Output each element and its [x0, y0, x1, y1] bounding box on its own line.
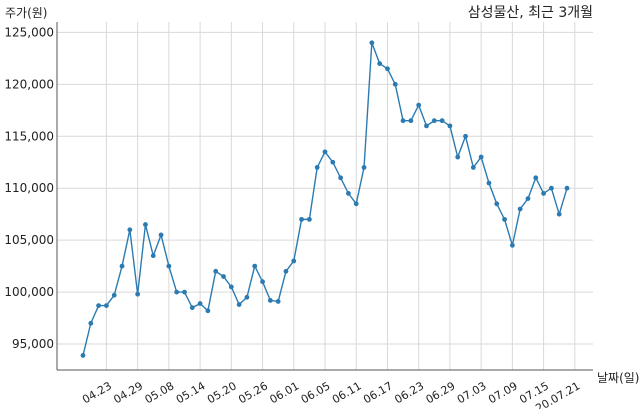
data-point [525, 196, 531, 202]
data-point [111, 292, 117, 298]
data-point [135, 291, 141, 297]
data-point [252, 263, 258, 269]
data-point [306, 216, 312, 222]
data-point [385, 66, 390, 72]
x-tick-label: 06.01 [267, 379, 301, 406]
x-axis-label: 날짜(일) [597, 371, 639, 385]
data-point [197, 301, 203, 306]
data-point [509, 242, 515, 248]
x-tick-label: 06.17 [361, 379, 395, 406]
data-point [400, 118, 406, 124]
data-point [486, 180, 492, 186]
data-point [494, 201, 500, 207]
data-point [330, 159, 336, 165]
data-point [408, 118, 414, 124]
x-tick-label: 06.23 [392, 379, 426, 406]
data-point [88, 320, 94, 326]
data-point [127, 227, 133, 233]
data-point [96, 303, 102, 308]
data-point [143, 222, 148, 227]
y-tick-labels: 95,000 100,000 105,000 110,000 115,000 120,00… [4, 25, 54, 351]
y-tick-label: 100,000 [4, 285, 54, 299]
y-tick-label: 115,000 [4, 129, 54, 143]
x-tick-label: 05.14 [174, 379, 208, 406]
data-point [260, 279, 265, 285]
data-point [221, 274, 226, 279]
data-point [478, 154, 484, 160]
data-point [299, 216, 304, 222]
data-point [353, 201, 359, 207]
data-point [244, 294, 250, 300]
data-point [564, 185, 570, 191]
data-point [556, 211, 562, 217]
data-point [283, 268, 289, 274]
data-point [314, 165, 320, 170]
series-price [80, 40, 570, 358]
x-tick-labels: 04.2304.2905.0805.1405.2005.2606.0106.05… [80, 379, 582, 413]
y-axis-label: 주가(원) [5, 6, 47, 20]
data-point [548, 185, 554, 191]
data-point [228, 284, 234, 290]
data-point [189, 305, 195, 311]
data-point [166, 263, 172, 269]
grid [57, 22, 593, 370]
data-point [377, 61, 383, 66]
data-point [392, 81, 398, 87]
data-point [463, 133, 468, 139]
x-tick-label: 07.09 [486, 379, 520, 406]
data-point [517, 206, 523, 212]
chart-title: 삼성물산, 최근 3개월 [468, 5, 593, 21]
data-point [541, 191, 546, 196]
data-point [447, 123, 453, 129]
y-tick-label: 110,000 [4, 181, 54, 195]
data-point [267, 298, 273, 303]
x-tick-label: 05.20 [205, 379, 239, 406]
data-point [431, 118, 437, 124]
x-tick-label: 04.29 [111, 379, 145, 406]
data-point [236, 302, 242, 307]
x-tick-label: 05.08 [143, 379, 177, 406]
data-point [119, 263, 125, 269]
data-point [174, 289, 180, 295]
x-tick-label: 07.03 [455, 379, 489, 406]
data-point [182, 289, 187, 295]
data-point [338, 175, 344, 181]
data-point [470, 165, 476, 170]
y-tick-label: 105,000 [4, 233, 54, 247]
data-point [205, 308, 211, 314]
data-point [80, 353, 86, 358]
data-point [104, 303, 109, 308]
x-tick-label: 06.05 [299, 379, 333, 406]
data-point [502, 216, 507, 222]
y-tick-label: 125,000 [4, 25, 54, 39]
x-tick-label: 06.11 [330, 379, 364, 406]
y-tick-label: 95,000 [12, 337, 54, 351]
data-point [369, 40, 375, 46]
data-point [213, 268, 219, 274]
x-tick-label: 05.26 [236, 379, 270, 406]
data-point [533, 175, 539, 181]
x-tick-label: 06.29 [424, 379, 458, 406]
data-point [361, 165, 367, 170]
y-tick-label: 120,000 [4, 77, 54, 91]
data-point [455, 154, 461, 160]
data-point [158, 232, 164, 238]
data-point [291, 258, 297, 264]
data-point [424, 123, 429, 129]
data-point [275, 299, 281, 304]
data-point [150, 253, 156, 259]
data-point [416, 102, 422, 108]
x-tick-label: 04.23 [80, 379, 114, 406]
data-point [439, 118, 445, 124]
data-point [346, 191, 351, 196]
axes [56, 22, 593, 371]
data-point [322, 149, 328, 155]
